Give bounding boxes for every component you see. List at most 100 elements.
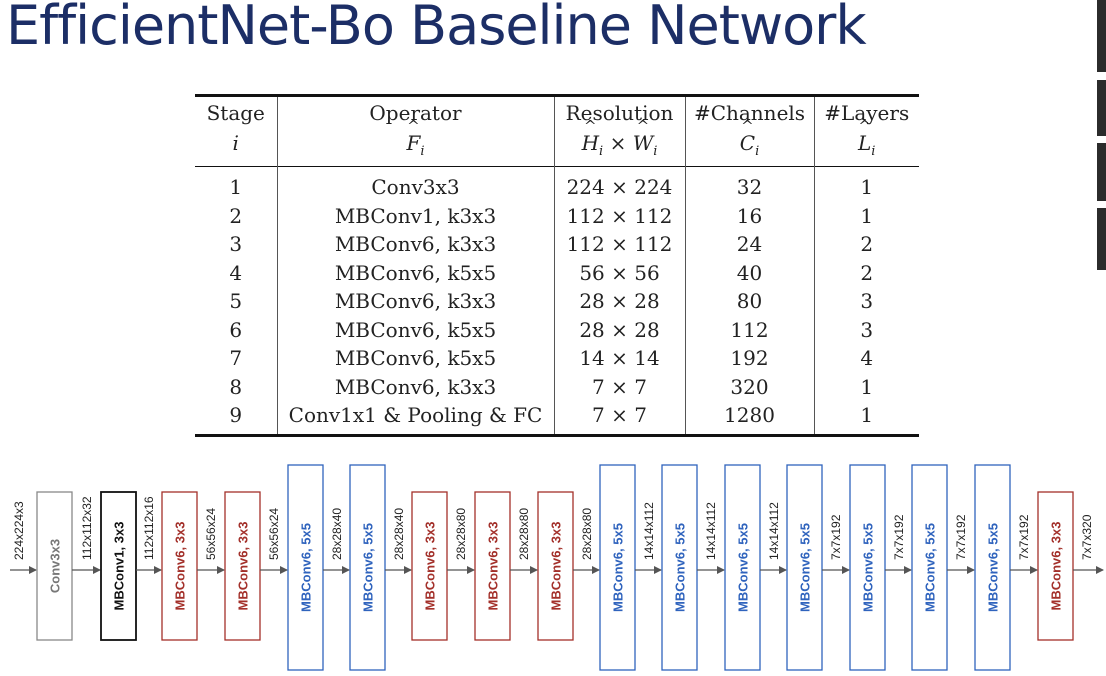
cell-channels: 32 [684, 166, 814, 202]
cell-stage: 6 [229, 317, 243, 342]
layer-block [411, 491, 448, 641]
tensor-shape-label: 112x112x32 [80, 496, 94, 560]
table-body: 1 Conv3x3 224 × 224 32 1 2 MBConv1, k3x3 112 × … [195, 166, 919, 435]
cell-stage: 8 [229, 374, 243, 399]
cell-layers: 3 [813, 315, 919, 344]
layer-block-label: MBConv6, 5x5 [299, 523, 314, 612]
cell-channels: 192 [684, 344, 814, 373]
layer-block [786, 464, 823, 671]
layer-block [287, 464, 324, 671]
tensor-shape-label: 7x7x192 [954, 514, 968, 560]
cell-layers: 1 [813, 401, 919, 435]
cell-resolution: 112 × 112 [553, 230, 685, 259]
layer-block-label: MBConv6, 5x5 [736, 523, 751, 612]
tensor-shape-label: 14x14x112 [767, 502, 781, 560]
cell-layers: 4 [813, 344, 919, 373]
cell-layers: 2 [813, 258, 919, 287]
tensor-shape-label: 7x7x320 [1080, 514, 1094, 560]
cell-layers: 3 [813, 287, 919, 316]
layer-block-label: MBConv6, 5x5 [361, 523, 376, 612]
cell-stage: 7 [229, 346, 243, 370]
cell-channels: 24 [684, 230, 814, 259]
header-resolution: Resolution [553, 95, 685, 129]
tensor-shape-label: 56x56x24 [267, 508, 281, 560]
tensor-shape-label: 224x224x3 [12, 501, 26, 560]
cell-operator: Conv3x3 [276, 166, 554, 202]
layer-block-label: MBConv6, 3x3 [173, 522, 188, 611]
layer-block [911, 464, 948, 671]
tensor-shape-label: 28x28x40 [392, 508, 406, 560]
tensor-shape-label: 14x14x112 [704, 502, 718, 560]
cell-channels: 80 [684, 287, 814, 316]
table-row: 6 MBConv6, k5x5 28 × 28 112 3 [195, 315, 919, 344]
cell-resolution: 7 × 7 [553, 401, 685, 435]
table-header: Stage Operator Resolution #Channels #Lay… [195, 95, 919, 167]
layer-block [474, 491, 511, 641]
layer-block-label: MBConv6, 5x5 [923, 523, 938, 612]
cell-operator: Conv1x1 & Pooling & FC [276, 401, 554, 435]
layer-block [100, 491, 137, 641]
cell-layers: 1 [813, 166, 919, 202]
layer-block [224, 491, 261, 641]
cell-operator: MBConv1, k3x3 [276, 201, 554, 230]
symbol-resolution: Hi × Wi [553, 112, 685, 167]
table-row: 9 Conv1x1 & Pooling & FC 7 × 7 1280 1 [195, 401, 919, 435]
slide-title: EfficientNet-Bo Baseline Network [6, 0, 867, 57]
cell-operator: MBConv6, k3x3 [276, 372, 554, 401]
edge-bars [1097, 0, 1106, 270]
cell-stage: 2 [229, 203, 243, 228]
layer-block-label: MBConv6, 3x3 [236, 522, 251, 611]
layer-block [661, 464, 698, 671]
tensor-shape-label: 112x112x16 [142, 496, 156, 560]
cell-channels: 112 [684, 315, 814, 344]
tensor-shape-label: 56x56x24 [204, 508, 218, 560]
cell-operator: MBConv6, k5x5 [276, 315, 554, 344]
cell-stage: 3 [229, 232, 243, 256]
layer-block-label: MBConv6, 3x3 [423, 522, 438, 611]
layer-block-label: MBConv6, 3x3 [549, 522, 564, 611]
table-row: 7 MBConv6, k5x5 14 × 14 192 4 [195, 344, 919, 373]
symbol-stage: i [232, 131, 239, 155]
layer-block [537, 491, 574, 641]
layer-block [1037, 491, 1074, 641]
cell-operator: MBConv6, k3x3 [276, 287, 554, 316]
cell-resolution: 28 × 28 [553, 315, 685, 344]
cell-resolution: 56 × 56 [553, 258, 685, 287]
cell-channels: 16 [684, 201, 814, 230]
table-symbol-row: i Fi Hi × Wi Ci Li [195, 112, 919, 167]
cell-resolution: 7 × 7 [553, 372, 685, 401]
cell-resolution: 112 × 112 [553, 201, 685, 230]
symbol-channels: Ci [684, 112, 814, 167]
architecture-table: Stage Operator Resolution #Channels #Lay… [195, 94, 919, 437]
layer-block-label: MBConv6, 5x5 [673, 523, 688, 612]
layer-block-label: MBConv6, 5x5 [986, 523, 1001, 612]
cell-resolution: 224 × 224 [553, 166, 685, 202]
table-header-row: Stage Operator Resolution #Channels #Lay… [195, 95, 919, 129]
layer-block [161, 491, 198, 641]
layer-block-label: Conv3x3 [48, 539, 63, 593]
tensor-shape-label: 7x7x192 [829, 514, 843, 560]
cell-operator: MBConv6, k3x3 [276, 230, 554, 259]
tensor-shape-label: 28x28x80 [517, 508, 531, 560]
layer-block-label: MBConv6, 5x5 [611, 523, 626, 612]
table-row: 2 MBConv1, k3x3 112 × 112 16 1 [195, 201, 919, 230]
cell-stage: 1 [229, 175, 243, 199]
cell-layers: 1 [813, 201, 919, 230]
layer-block [349, 464, 386, 671]
layer-block-label: MBConv6, 5x5 [798, 523, 813, 612]
cell-resolution: 14 × 14 [553, 344, 685, 373]
tensor-shape-label: 28x28x80 [454, 508, 468, 560]
cell-stage: 9 [229, 403, 243, 427]
layer-block [849, 464, 886, 671]
tensor-shape-label: 28x28x80 [580, 508, 594, 560]
layer-block-label: MBConv6, 3x3 [486, 522, 501, 611]
table-row: 5 MBConv6, k3x3 28 × 28 80 3 [195, 287, 919, 316]
tensor-shape-label: 28x28x40 [330, 508, 344, 560]
layer-block [974, 464, 1011, 671]
cell-stage: 4 [229, 260, 243, 285]
symbol-layers: Li [813, 112, 919, 167]
layer-block [724, 464, 761, 671]
cell-channels: 1280 [684, 401, 814, 435]
cell-layers: 1 [813, 372, 919, 401]
layer-block-label: MBConv1, 3x3 [112, 522, 127, 611]
